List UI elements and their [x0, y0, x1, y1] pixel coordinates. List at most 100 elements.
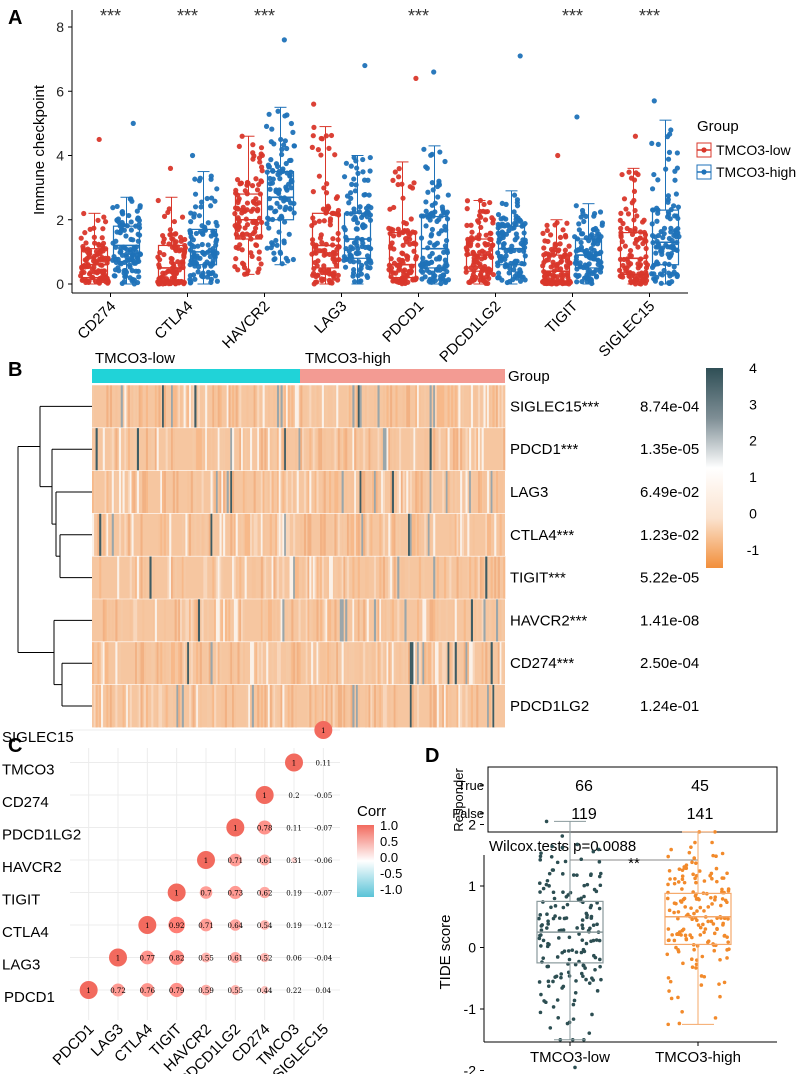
heatmap-cell	[382, 641, 385, 685]
heatmap-cell	[217, 427, 220, 471]
data-point	[691, 872, 695, 877]
heatmap-cell	[338, 513, 341, 557]
data-point	[659, 251, 665, 257]
data-point	[690, 965, 695, 969]
heatmap-cell	[162, 385, 165, 428]
data-point	[560, 872, 565, 876]
heatmap-cell	[210, 470, 213, 514]
heatmap-cell	[379, 513, 382, 557]
heatmap-cell	[228, 599, 231, 642]
corr-circle	[201, 952, 211, 963]
data-point	[622, 243, 628, 249]
data-point	[100, 269, 106, 275]
data-point	[544, 819, 549, 824]
heatmap-cell	[163, 385, 166, 428]
row-pvalue: 1.24e-01	[640, 698, 699, 715]
heatmap-cell	[492, 599, 495, 642]
data-point	[210, 257, 216, 264]
data-point	[426, 278, 432, 284]
heatmap-cell	[354, 470, 357, 514]
data-point	[266, 225, 272, 231]
data-point	[473, 274, 479, 281]
data-point	[635, 244, 641, 250]
heatmap-cell	[127, 427, 131, 471]
heatmap-cell	[334, 599, 337, 642]
box	[664, 892, 732, 946]
heatmap-cell	[442, 684, 445, 728]
heatmap-cell	[434, 385, 438, 428]
data-point	[279, 151, 285, 158]
data-point	[558, 266, 564, 272]
data-point	[579, 950, 584, 955]
heatmap-cell	[172, 427, 175, 471]
heatmap-cell	[178, 599, 181, 642]
x-tick-label: CTLA4	[151, 298, 196, 343]
heatmap-cell	[336, 385, 339, 428]
data-point	[334, 194, 341, 200]
corr-legend-tick: 0.5	[380, 834, 398, 849]
data-point	[309, 144, 315, 150]
heatmap-cell	[399, 513, 402, 557]
data-point	[635, 261, 641, 267]
data-point	[597, 874, 602, 879]
data-point	[584, 941, 589, 946]
heatmap-cell	[144, 470, 147, 514]
data-point	[585, 913, 589, 917]
data-point	[674, 150, 680, 156]
data-point	[437, 149, 443, 155]
data-point	[291, 210, 297, 216]
data-point	[674, 273, 680, 280]
data-point	[557, 936, 561, 940]
data-point	[511, 267, 517, 273]
heatmap-cell	[316, 427, 319, 471]
heatmap-cell	[318, 641, 321, 685]
heatmap-cell	[339, 513, 342, 557]
corr-value: 0.64	[228, 922, 244, 930]
data-point	[429, 180, 435, 186]
heatmap-cell	[499, 385, 502, 428]
data-point	[411, 240, 418, 246]
data-point	[667, 908, 672, 913]
heatmap-cell	[183, 641, 186, 685]
data-point	[549, 854, 554, 859]
heatmap-cell	[451, 385, 454, 428]
heatmap-cell	[264, 470, 267, 514]
heatmap-cell	[282, 684, 285, 728]
data-point	[625, 211, 632, 217]
heatmap-cell	[481, 599, 484, 642]
data-point	[559, 972, 564, 976]
data-point	[357, 204, 363, 210]
data-point	[399, 250, 405, 256]
heatmap-cell	[436, 641, 439, 685]
data-point	[658, 246, 664, 253]
heatmap-cell	[201, 470, 204, 514]
data-point	[331, 270, 337, 276]
data-point	[514, 234, 520, 241]
heatmap-cell	[352, 684, 355, 728]
heatmap-cell	[291, 470, 294, 514]
data-point	[585, 882, 590, 887]
heatmap-cell	[294, 684, 298, 728]
heatmap-cell	[359, 427, 362, 471]
data-point	[598, 964, 602, 969]
data-point	[191, 252, 197, 259]
heatmap-cell	[287, 599, 290, 642]
heatmap-cell	[196, 427, 199, 471]
heatmap-cell	[111, 684, 114, 728]
heatmap-cell	[382, 470, 385, 514]
corr-value: 0.59	[198, 987, 214, 995]
data-point	[421, 146, 427, 152]
row-pvalue: 6.49e-02	[640, 484, 699, 501]
data-point	[506, 270, 512, 276]
data-point	[171, 218, 178, 225]
corr-value: 1	[262, 792, 266, 800]
data-point	[319, 278, 325, 284]
heatmap-cell	[194, 599, 197, 642]
heatmap-cell	[178, 385, 181, 428]
heatmap-cell	[381, 599, 384, 642]
data-point	[436, 182, 443, 188]
heatmap-cell	[262, 385, 265, 428]
heatmap-cell	[503, 556, 506, 599]
heatmap-cell	[109, 470, 113, 514]
data-point	[694, 880, 698, 885]
